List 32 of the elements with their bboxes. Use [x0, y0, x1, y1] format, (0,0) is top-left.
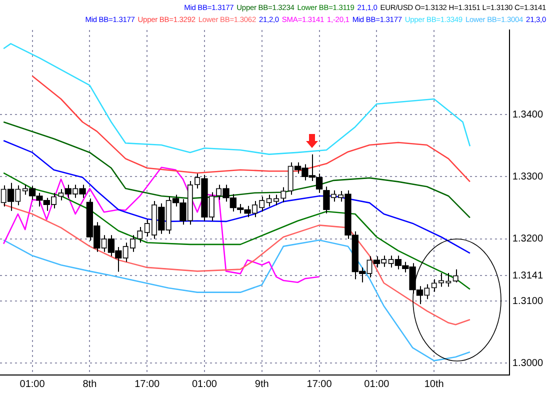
candlestick	[373, 256, 380, 268]
candlestick	[130, 234, 136, 252]
candlestick	[280, 186, 286, 203]
candlestick	[144, 219, 150, 237]
candlestick	[266, 194, 272, 208]
candlestick	[446, 272, 452, 288]
candlestick	[273, 194, 280, 206]
candlestick	[7, 182, 14, 212]
candlestick	[79, 184, 86, 198]
candlestick	[323, 186, 330, 214]
y-tick-label: 1.3141	[512, 270, 544, 282]
y-tick-label: 1.3400	[512, 109, 544, 120]
candlestick	[438, 272, 444, 288]
candlestick	[64, 184, 72, 198]
y-tick-label: 1.3000	[512, 358, 544, 369]
x-tick-label: 9th	[254, 378, 269, 390]
y-tick-label: 1.3300	[512, 171, 544, 182]
x-tick-label: 17:00	[306, 378, 332, 390]
x-tick-label: 10th	[424, 378, 444, 390]
x-tick-label: 8th	[82, 378, 97, 390]
candlestick	[137, 226, 143, 244]
candlestick	[158, 202, 165, 234]
x-tick-label: 01:00	[20, 378, 46, 390]
y-tick-label: 1.3200	[512, 234, 544, 245]
candlestick	[431, 278, 437, 292]
y-tick-label: 1.3100	[512, 296, 544, 307]
candlestick	[201, 174, 208, 222]
x-tick-label: 01:00	[192, 378, 218, 390]
candlestick	[259, 196, 265, 212]
x-tick-label: 01:00	[364, 378, 390, 390]
x-tick-label: 17:00	[134, 378, 160, 390]
candlestick	[452, 268, 458, 283]
